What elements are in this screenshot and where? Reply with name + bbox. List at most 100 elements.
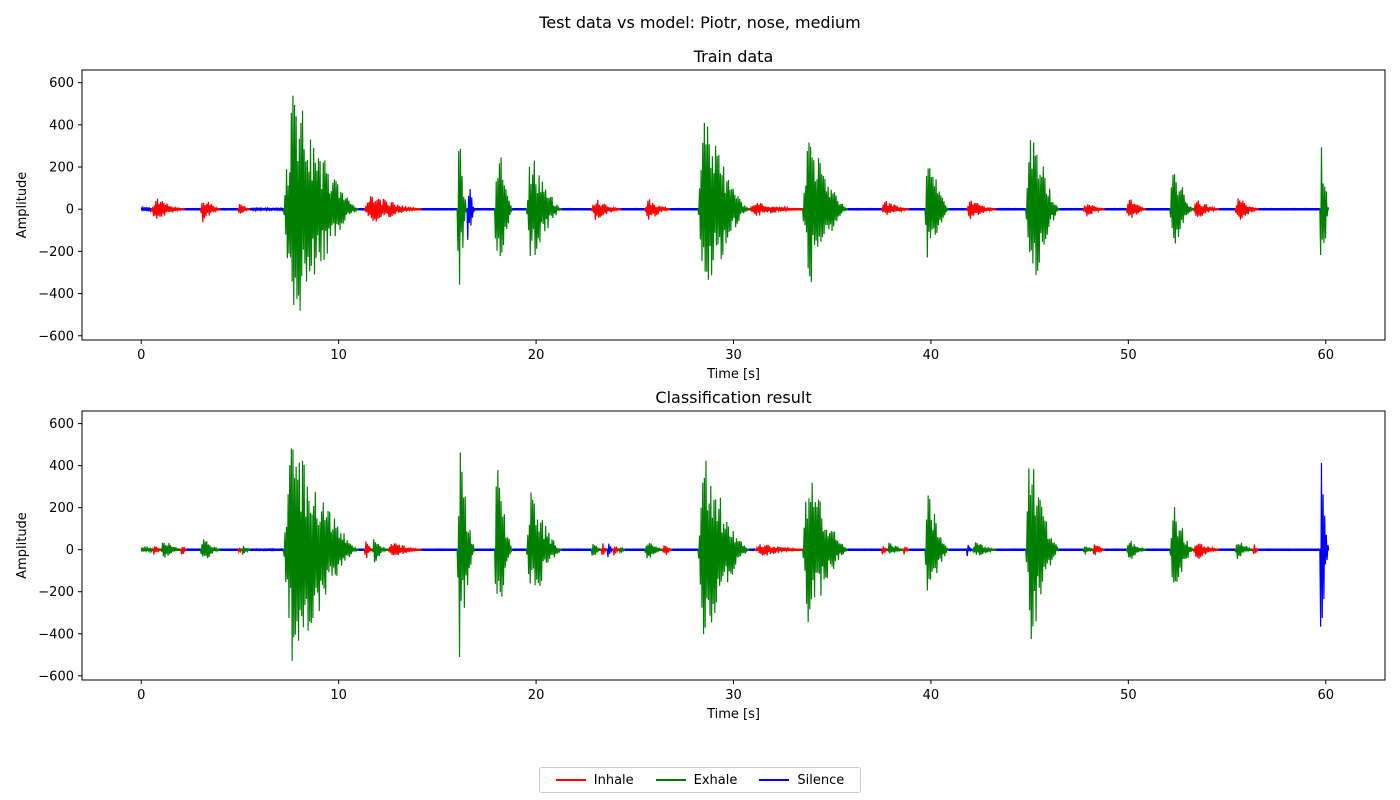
legend-label-silence: Silence xyxy=(797,772,845,788)
segment-exhale xyxy=(1025,468,1060,639)
x-tick-label: 10 xyxy=(330,348,347,363)
y-tick-label: 600 xyxy=(49,76,74,91)
x-tick-label: 40 xyxy=(923,348,940,363)
segment-exhale xyxy=(525,160,562,257)
segment-exhale xyxy=(456,452,476,657)
legend-label-exhale: Exhale xyxy=(693,772,738,788)
x-tick-label: 0 xyxy=(137,348,145,363)
segment-silence xyxy=(219,207,239,211)
x-tick-label: 0 xyxy=(137,688,145,703)
segment-silence xyxy=(908,207,926,211)
y-tick-label: −200 xyxy=(38,585,74,600)
segment-inhale xyxy=(199,201,221,223)
segment-silence xyxy=(1058,207,1084,211)
segment-exhale xyxy=(140,545,154,555)
legend-swatch-inhale xyxy=(555,779,586,781)
x-axis-label: Time [s] xyxy=(706,367,760,382)
segment-silence xyxy=(357,207,365,211)
x-tick-label: 20 xyxy=(528,348,545,363)
x-tick-label: 60 xyxy=(1317,348,1334,363)
segment-inhale xyxy=(880,546,888,555)
segment-silence xyxy=(561,207,592,211)
segment-exhale xyxy=(1082,546,1094,555)
segment-exhale xyxy=(494,470,513,597)
segment-silence xyxy=(184,207,201,211)
segment-silence xyxy=(1218,548,1236,552)
segment-silence xyxy=(511,207,527,211)
segment-silence xyxy=(948,548,967,552)
segment-silence xyxy=(669,207,699,211)
segment-silence xyxy=(748,548,756,552)
segment-inhale xyxy=(1192,200,1220,217)
segment-exhale xyxy=(199,539,221,559)
legend-label-inhale: Inhale xyxy=(593,772,634,788)
segment-inhale xyxy=(1125,199,1147,218)
segment-exhale xyxy=(525,492,562,586)
legend: Inhale Exhale Silence xyxy=(539,767,861,793)
legend-item-exhale: Exhale xyxy=(655,772,738,788)
segment-exhale xyxy=(1169,174,1194,244)
segment-exhale xyxy=(697,460,750,635)
segment-silence xyxy=(847,207,882,211)
y-tick-label: 400 xyxy=(49,118,74,133)
segment-inhale xyxy=(237,203,250,214)
segment-silence xyxy=(474,207,496,211)
segment-inhale xyxy=(237,547,243,555)
segment-exhale xyxy=(924,168,950,258)
x-tick-label: 40 xyxy=(923,688,940,703)
segment-silence xyxy=(1058,548,1084,552)
segment-inhale xyxy=(1252,544,1259,554)
signal-traces xyxy=(140,448,1330,661)
segment-exhale xyxy=(644,542,663,559)
segment-silence xyxy=(624,548,646,552)
y-tick-label: 400 xyxy=(49,459,74,474)
segment-silence xyxy=(606,543,614,558)
segment-exhale xyxy=(456,148,468,285)
segment-silence xyxy=(1104,207,1127,211)
y-tick-label: −600 xyxy=(38,669,74,684)
segment-silence xyxy=(1145,548,1171,552)
segment-exhale xyxy=(924,495,950,591)
axes-frame xyxy=(81,69,1386,341)
segment-inhale xyxy=(881,201,910,215)
y-tick-label: 200 xyxy=(49,501,74,516)
chart-title: Classification result xyxy=(655,388,811,407)
segment-exhale xyxy=(241,545,251,555)
chart-title: Train data xyxy=(693,47,774,66)
segment-exhale xyxy=(282,448,359,661)
y-tick-label: 200 xyxy=(49,161,74,176)
legend-swatch-silence xyxy=(759,779,790,781)
segment-silence xyxy=(1218,207,1236,211)
segment-silence xyxy=(671,548,699,552)
y-axis-label: Amplitude xyxy=(15,172,30,239)
segment-inhale xyxy=(1192,543,1220,559)
segment-inhale xyxy=(748,202,803,216)
x-tick-label: 20 xyxy=(528,688,545,703)
segment-inhale xyxy=(1234,198,1259,220)
segment-exhale xyxy=(160,542,181,558)
y-tick-label: −400 xyxy=(38,627,74,642)
x-tick-label: 60 xyxy=(1317,688,1334,703)
axes-frame xyxy=(81,410,1386,681)
segment-exhale xyxy=(802,142,849,283)
segment-silence xyxy=(249,206,284,213)
segment-inhale xyxy=(612,546,620,556)
segment-exhale xyxy=(618,546,626,555)
segment-silence xyxy=(1145,207,1171,211)
segment-silence xyxy=(357,548,365,552)
segment-inhale xyxy=(754,544,803,556)
segment-inhale xyxy=(965,200,997,220)
segment-silence xyxy=(466,188,476,240)
segment-inhale xyxy=(363,541,373,559)
segment-exhale xyxy=(971,542,997,556)
segment-silence xyxy=(561,548,592,552)
segment-exhale xyxy=(282,95,359,311)
segment-silence xyxy=(995,548,1027,552)
segment-silence xyxy=(1319,462,1330,627)
segment-silence xyxy=(511,548,527,552)
segment-silence xyxy=(421,207,458,211)
x-tick-label: 30 xyxy=(725,688,742,703)
